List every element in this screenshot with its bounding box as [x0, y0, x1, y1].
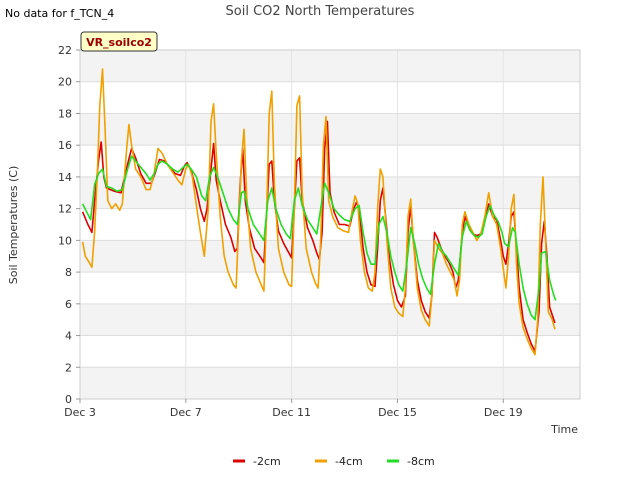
- legend-label: -4cm: [335, 455, 363, 468]
- y-tick-label: 12: [58, 203, 72, 216]
- gridlines: [79, 49, 580, 400]
- x-tick-label: Dec 15: [378, 406, 417, 419]
- band-8: [80, 240, 580, 273]
- series-line-2cmcm: [81, 120, 556, 353]
- site-badge-label: VR_soilco2: [86, 36, 152, 49]
- x-tick-label: Dec 3: [64, 406, 96, 419]
- x-tick-label: Dec 11: [272, 406, 311, 419]
- chart-title: Soil CO2 North Temperatures: [226, 4, 415, 19]
- plot-frame: [79, 49, 581, 400]
- y-axis-ticks: 0 2 4 6 8 10 12 14 16 18 20 22: [58, 44, 80, 406]
- site-badge-box: [80, 31, 158, 52]
- series-lines: [81, 68, 557, 356]
- y-tick-label: 8: [65, 266, 72, 279]
- x-axis-ticks: Dec 3 Dec 7 Dec 11 Dec 15 Dec 19: [64, 399, 523, 419]
- y-axis-label: Soil Temperatures (C): [7, 166, 20, 285]
- y-tick-label: 18: [58, 107, 72, 120]
- band-0: [80, 367, 580, 399]
- legend-label: -8cm: [407, 455, 435, 468]
- no-data-note: No data for f_TCN_4: [5, 7, 115, 20]
- site-badge: VR_soilco2: [80, 31, 158, 52]
- y-tick-label: 4: [65, 330, 72, 343]
- y-tick-label: 14: [58, 171, 72, 184]
- y-tick-label: 6: [65, 298, 72, 311]
- x-tick-label: Dec 7: [170, 406, 202, 419]
- legend-label: -2cm: [253, 455, 281, 468]
- background-bands: [80, 50, 580, 399]
- band-16: [80, 113, 580, 146]
- y-tick-label: 0: [65, 393, 72, 406]
- y-tick-label: 10: [58, 234, 72, 247]
- band-4: [80, 303, 580, 336]
- band-20: [80, 50, 580, 82]
- y-tick-label: 22: [58, 44, 72, 57]
- chart-legend: -2cm -4cm -8cm: [233, 455, 435, 468]
- series-line-4cmcm: [81, 68, 556, 356]
- series-line-8cmcm: [81, 155, 557, 321]
- y-tick-label: 16: [58, 139, 72, 152]
- y-tick-label: 2: [65, 361, 72, 374]
- y-tick-label: 20: [58, 76, 72, 89]
- x-tick-label: Dec 19: [484, 406, 523, 419]
- x-axis-label: Time: [550, 423, 578, 436]
